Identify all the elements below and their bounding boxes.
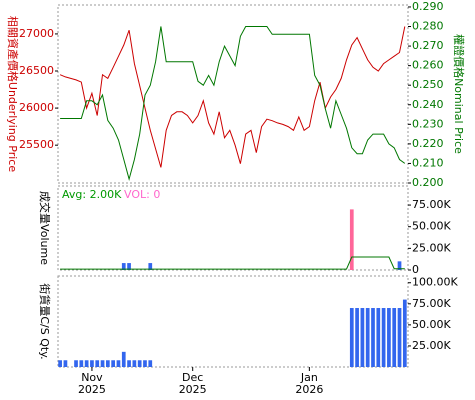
line [60, 256, 405, 270]
bar [63, 360, 68, 367]
panel-frame [57, 185, 409, 271]
bar [90, 360, 94, 367]
bar [100, 360, 105, 367]
bar [127, 360, 131, 367]
y-tick-label: 0.210 [412, 156, 444, 169]
bar [397, 261, 402, 270]
panel-frame [57, 4, 409, 184]
y-tick-label: 50.00K [412, 318, 451, 331]
y-tick-label: 0.220 [412, 137, 444, 150]
x-tick-year: 2025 [179, 383, 207, 396]
bar [381, 308, 386, 367]
bar [74, 360, 78, 367]
y-tick-label: 0.270 [412, 39, 444, 52]
y-tick-label: 0.230 [412, 117, 444, 130]
x-tick-year: 2025 [78, 383, 106, 396]
bar [121, 351, 126, 367]
y-tick-label: 26500 [19, 64, 54, 77]
bar [58, 360, 62, 367]
y-tick-label: 26000 [19, 101, 54, 114]
bar [132, 360, 137, 367]
y-tick-label: 0 [412, 263, 419, 276]
bar [127, 263, 131, 270]
y-tick-label: 75.00K [412, 297, 451, 310]
bar [349, 308, 354, 367]
bar [355, 308, 359, 367]
bar [371, 308, 375, 367]
bar [148, 263, 153, 270]
bar [387, 308, 391, 367]
y-tick-label: 27000 [19, 27, 54, 40]
bar [137, 360, 142, 367]
x-tick-year: 2026 [295, 383, 323, 396]
bar [121, 263, 126, 270]
bar [360, 308, 365, 367]
bar [84, 360, 89, 367]
bar [143, 360, 147, 367]
legend-entry: Avg: 2.00K [62, 188, 122, 201]
legend-entry: VOL: 0 [124, 188, 160, 201]
bar [95, 360, 100, 367]
y-tick-label: 25.00K [412, 339, 451, 352]
y-tick-label: 50.00K [412, 220, 451, 233]
y-tick-label: 0.280 [412, 20, 444, 33]
y-axis-label: 相關資產價格Underlying Price [6, 16, 20, 172]
bar [148, 360, 153, 367]
bar [376, 308, 381, 367]
x-tick-month: Nov [81, 371, 103, 384]
bar [402, 299, 407, 367]
y-axis-label: 成交量Volume [38, 191, 52, 265]
panel-frame [57, 275, 409, 368]
y-axis-label: 街貨量C/S Qty. [38, 283, 52, 359]
bar [349, 209, 354, 270]
y-tick-label: 0.240 [412, 98, 444, 111]
y-tick-label: 0.200 [412, 176, 444, 189]
y-tick-label: 25500 [19, 138, 54, 151]
y-tick-label: 75.00K [412, 198, 451, 211]
bar [365, 308, 370, 367]
bar [111, 360, 116, 367]
line [59, 26, 406, 168]
y-tick-label: 0.290 [412, 0, 444, 13]
y2-axis-label: 權證價格Nominal Price [452, 34, 466, 154]
bar [105, 360, 110, 367]
line [60, 26, 406, 182]
y-tick-label: 0.250 [412, 78, 444, 91]
bar [116, 360, 121, 367]
y-tick-label: 0.260 [412, 59, 444, 72]
x-tick-month: Dec [182, 371, 203, 384]
bar [392, 308, 397, 367]
y-tick-label: 25.00K [412, 241, 451, 254]
bar [79, 360, 84, 367]
bar [397, 308, 402, 367]
y-tick-label: 100.00K [412, 276, 458, 289]
x-tick-month: Jan [300, 371, 318, 384]
